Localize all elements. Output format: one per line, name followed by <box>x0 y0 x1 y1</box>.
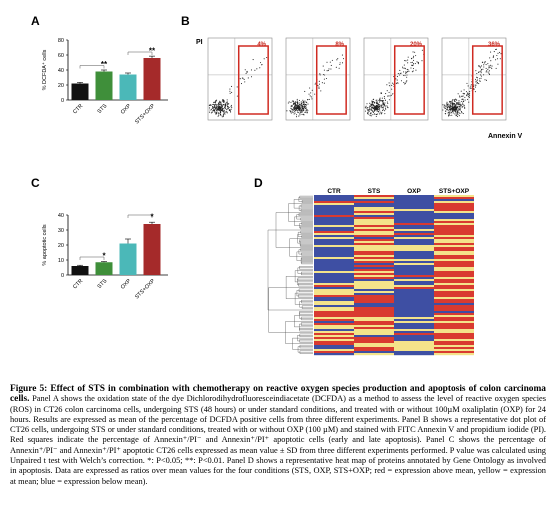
heatmap-column-label: STS <box>368 188 381 195</box>
panel-b-x-axis-label: Annexin V <box>488 133 523 140</box>
heatmap-column-sts <box>354 195 394 356</box>
panel-c-x-tick-label: STS <box>97 278 109 290</box>
panel-c-y-tick-label: 0 <box>61 273 64 279</box>
panel-a-significance-mark: ** <box>101 60 108 69</box>
panel-a-y-tick-label: 80 <box>58 38 64 44</box>
dot-plot-4: 36% <box>441 37 507 121</box>
heatmap-column-oxp <box>394 195 434 356</box>
panel-a-x-tick-label: STS <box>97 103 109 115</box>
panel-c-significance-bracket <box>127 214 153 218</box>
apoptotic-gate <box>393 45 425 115</box>
gate-percentage-label: 8% <box>335 42 344 48</box>
panel-c-x-tick-label: OXP <box>120 278 133 291</box>
panel-c-bar-chart: 0 10 20 30 40 % apoptotic cells CTR STS OXP STS+O… <box>42 213 168 301</box>
panel-c-y-tick-label: 10 <box>58 258 64 264</box>
panel-a-letter: A <box>31 14 40 28</box>
panel-d-letter: D <box>254 176 263 190</box>
panel-a-y-tick-label: 0 <box>61 98 64 104</box>
panel-c-significance-bracket <box>79 256 105 260</box>
panel-b-y-axis-label: PI <box>196 39 203 46</box>
panel-c-x-tick-label: STS+OXP <box>134 278 157 301</box>
apoptotic-gate <box>237 45 269 115</box>
heatmap-column-label: STS+OXP <box>439 188 470 195</box>
panel-a-significance-bracket <box>79 65 105 69</box>
panel-a-bar-sts-oxp <box>143 58 161 100</box>
heatmap-column-label: OXP <box>407 188 421 195</box>
heatmap-column-label: CTR <box>327 188 341 195</box>
panel-a-y-tick-label: 60 <box>58 53 64 59</box>
dot-plot-3: 20% <box>363 37 429 121</box>
gate-percentage-label: 36% <box>488 42 501 48</box>
dot-plot-2: 8% <box>285 37 351 121</box>
panel-a-x-tick-label: STS+OXP <box>134 103 157 126</box>
panel-a-x-tick-label: CTR <box>72 103 84 115</box>
panel-a-y-axis-label: % DCFDA⁺ cells <box>41 49 48 90</box>
panel-b-letter: B <box>181 14 190 28</box>
panel-a-y-tick-label: 20 <box>58 83 64 89</box>
panel-c-y-tick-label: 30 <box>58 228 64 234</box>
panel-c-bar-oxp <box>119 243 137 275</box>
panel-c-significance-mark: * <box>150 213 154 222</box>
panel-a-x-tick-label: OXP <box>120 103 133 116</box>
panel-c-y-axis-label: % apoptotic cells <box>42 224 48 266</box>
panel-c-bar-sts-oxp <box>143 224 161 275</box>
gate-percentage-label: 20% <box>410 42 423 48</box>
panel-c-y-tick-label: 40 <box>58 213 64 219</box>
panel-a-bar-oxp <box>119 74 137 100</box>
panel-a-bar-ctr <box>71 83 89 100</box>
panel-c-significance-mark: * <box>102 252 106 261</box>
panel-a-significance-mark: ** <box>149 47 156 56</box>
heatmap-dendrogram <box>267 195 313 354</box>
apoptotic-gate <box>315 45 347 115</box>
panel-c-bar-sts <box>95 262 113 275</box>
panel-d-heatmap: CTR STS OXP STS+OXP <box>267 188 474 356</box>
panel-c-y-tick-label: 20 <box>58 243 64 249</box>
apoptotic-gate <box>471 45 503 115</box>
panel-c-letter: C <box>31 176 40 190</box>
panel-c-x-tick-label: CTR <box>72 278 84 290</box>
gate-percentage-label: 4% <box>257 42 266 48</box>
heatmap-column-sts-oxp <box>434 195 474 356</box>
panel-c-bar-ctr <box>71 266 89 275</box>
caption-body: Panel A shows the oxidation state of the… <box>10 394 547 486</box>
dot-plot-1: 4% <box>207 37 273 121</box>
figure-caption: Figure 5: Effect of STS in combination w… <box>10 384 546 487</box>
heatmap-column-ctr <box>314 195 354 356</box>
panel-a-significance-bracket <box>127 51 153 55</box>
panel-b-dot-plots: PI Annexin V 4% 8% 20% 36% <box>196 37 523 140</box>
panel-a-y-tick-label: 40 <box>58 68 64 74</box>
panel-a-bar-sts <box>95 71 113 100</box>
caption-title: Figure 5: Effect of STS in combination w… <box>10 384 546 405</box>
panel-a-bar-chart: 0 20 40 60 80 % DCFDA⁺ cells CTR STS OXP STS+OXP *… <box>41 38 168 126</box>
